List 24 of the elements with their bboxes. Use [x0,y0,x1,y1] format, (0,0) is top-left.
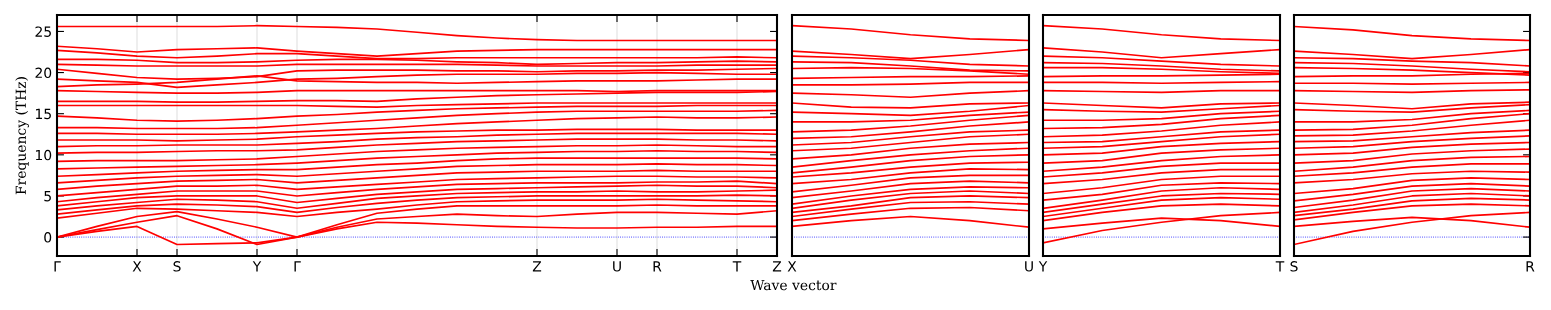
y-tick-label: 0 [44,232,52,243]
x-tick-label: Z [772,261,782,272]
x-axis-title: Wave vector [750,279,837,291]
x-tick-label: T [732,261,742,272]
x-tick-label: R [1526,261,1535,272]
x-tick-label: Y [252,261,262,272]
y-tick-label: 15 [35,108,51,120]
x-tick-label: U [613,261,621,272]
x-tick-label: Z [532,261,542,272]
y-tick-label: 20 [35,67,52,79]
x-tick-label: X [132,261,142,272]
y-tick-label: 25 [35,26,51,37]
y-tick-label: 5 [44,191,51,202]
x-tick-label: T [1275,261,1285,272]
x-tick-label: X [787,261,797,272]
x-tick-label: S [173,261,181,272]
x-tick-label: R [653,261,662,272]
x-tick-label: U [1025,261,1033,272]
y-axis-title: Frequency (THz) [15,77,29,195]
x-tick-label: Y [1038,261,1048,272]
y-tick-label: 10 [35,149,52,161]
x-tick-label: Γ [54,261,61,272]
x-tick-label: Γ [294,261,301,272]
x-tick-label: S [1290,261,1298,272]
